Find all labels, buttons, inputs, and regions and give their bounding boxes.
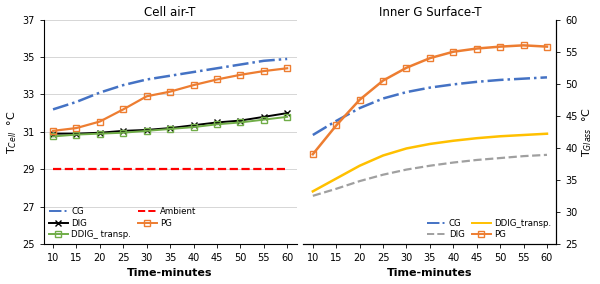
Y-axis label: T$_{Cell}$  °C: T$_{Cell}$ °C [5,110,19,154]
Title: Cell air-T: Cell air-T [145,6,196,18]
Title: Inner G Surface-T: Inner G Surface-T [379,6,481,18]
X-axis label: Time-minutes: Time-minutes [387,268,473,278]
Legend: CG, DIG, DDIG_ transp., Ambient, PG: CG, DIG, DDIG_ transp., Ambient, PG [48,206,197,240]
Legend: CG, DIG, DDIG_transp., PG: CG, DIG, DDIG_transp., PG [425,218,552,240]
X-axis label: Time-minutes: Time-minutes [127,268,213,278]
Y-axis label: T$_{Glass}$  °C: T$_{Glass}$ °C [581,107,595,157]
